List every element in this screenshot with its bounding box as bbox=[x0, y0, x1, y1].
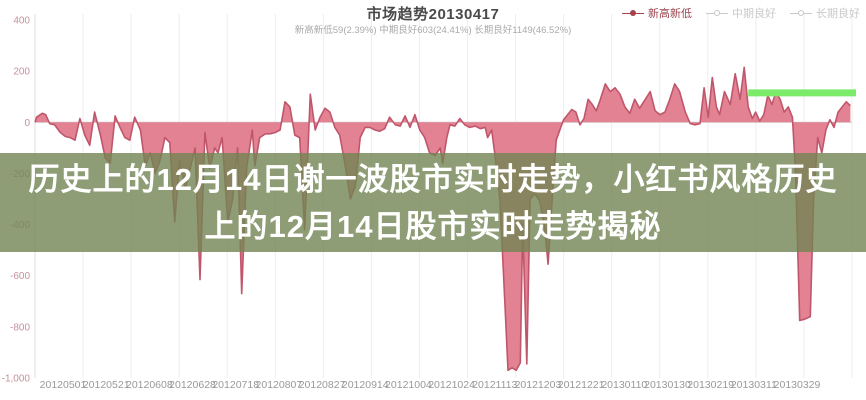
x-axis-label: 20120914 bbox=[342, 379, 389, 391]
x-axis-label: 20121113 bbox=[472, 379, 517, 391]
x-axis-label: 20120521 bbox=[83, 379, 130, 391]
x-axis-label: 20130219 bbox=[687, 379, 734, 391]
legend: 新高新低 中期良好 长期良好 bbox=[622, 5, 860, 21]
headline-line-1: 历史上的12月14日谢一波股市实时走势，小红书风格历史 bbox=[28, 161, 838, 197]
chart-subtitle: 新高新低59(2.39%) 中期良好603(24.41%) 长期良好1149(4… bbox=[294, 25, 572, 36]
x-axis-label: 20120718 bbox=[212, 379, 259, 391]
x-axis-label: 20120628 bbox=[169, 379, 216, 391]
x-axis-label: 20120827 bbox=[299, 379, 346, 391]
y-axis-label: -800 bbox=[10, 322, 30, 333]
y-axis-label: 200 bbox=[13, 67, 30, 78]
headline-overlay: 历史上的12月14日谢一波股市实时走势，小红书风格历史 上的12月14日股市实时… bbox=[0, 153, 866, 252]
line-dot-marker-icon bbox=[622, 9, 644, 17]
legend-item-long-term[interactable]: 长期良好 bbox=[790, 5, 860, 21]
line-dot-marker-icon bbox=[706, 9, 728, 17]
chart-title: 市场趋势20130417 bbox=[366, 6, 500, 23]
x-axis-label: 20120608 bbox=[126, 379, 173, 391]
x-axis-label: 20120807 bbox=[256, 379, 303, 391]
line-dot-marker-icon bbox=[790, 9, 812, 17]
x-axis-label: 20121221 bbox=[558, 379, 605, 391]
x-axis-label: 20130329 bbox=[774, 379, 821, 391]
y-axis-label: 400 bbox=[13, 16, 30, 27]
x-axis-label: 20121203 bbox=[515, 379, 562, 391]
x-axis-label: 20130130 bbox=[644, 379, 691, 391]
legend-item-mid-term[interactable]: 中期良好 bbox=[706, 5, 776, 21]
x-axis-label: 20130311 bbox=[731, 379, 777, 391]
legend-label: 新高新低 bbox=[648, 8, 692, 20]
y-axis-label: -1,000 bbox=[2, 374, 31, 385]
x-axis-label: 20121004 bbox=[385, 379, 432, 391]
headline-line-2: 上的12月14日股市实时走势揭秘 bbox=[204, 208, 662, 244]
legend-item-new-high-low[interactable]: 新高新低 bbox=[622, 5, 692, 21]
y-axis-label: -600 bbox=[10, 271, 30, 282]
x-axis-label: 20130110 bbox=[601, 379, 647, 391]
legend-label: 中期良好 bbox=[732, 8, 776, 20]
series-area-new-high-low bbox=[35, 67, 851, 371]
x-axis-label: 20121024 bbox=[428, 379, 475, 391]
x-axis-label: 20120501 bbox=[40, 379, 87, 391]
legend-label: 长期良好 bbox=[816, 8, 860, 20]
y-axis-label: 0 bbox=[24, 118, 30, 129]
